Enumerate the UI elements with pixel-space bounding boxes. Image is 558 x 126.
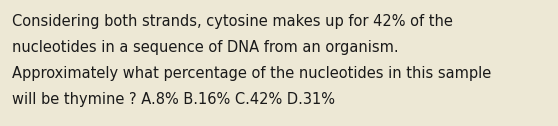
Text: nucleotides in a sequence of DNA from an organism.: nucleotides in a sequence of DNA from an… [12, 40, 398, 55]
Text: Approximately what percentage of the nucleotides in this sample: Approximately what percentage of the nuc… [12, 66, 491, 81]
Text: will be thymine ? A.8% B.16% C.42% D.31%: will be thymine ? A.8% B.16% C.42% D.31% [12, 92, 335, 107]
Text: Considering both strands, cytosine makes up for 42% of the: Considering both strands, cytosine makes… [12, 14, 453, 29]
